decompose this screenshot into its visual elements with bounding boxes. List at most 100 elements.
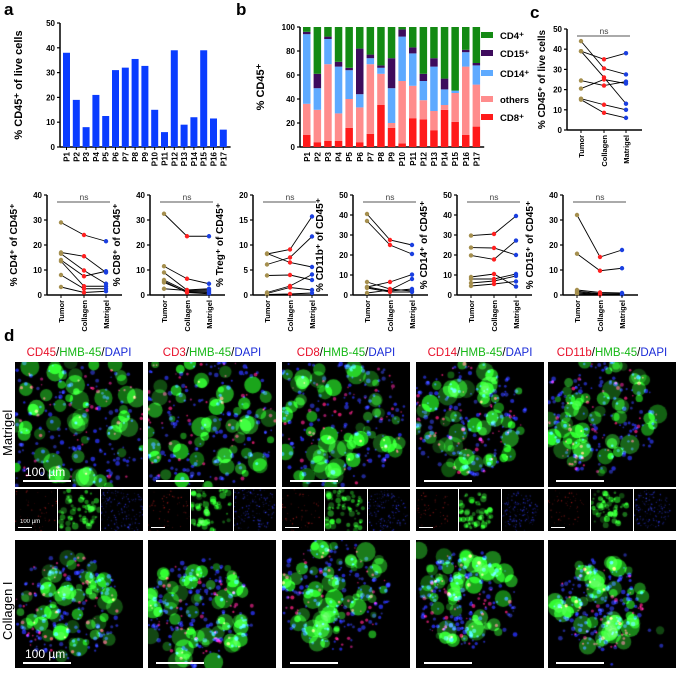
- y-tick-label: 0: [244, 291, 249, 300]
- point-tumor: [468, 245, 474, 250]
- point-matrigel: [623, 107, 629, 113]
- significance-label: ns: [183, 192, 192, 202]
- y-tick-label: 30: [136, 216, 145, 225]
- scale-bar: [424, 480, 472, 482]
- y-tick-label: 0: [141, 291, 146, 300]
- point-collagen: [287, 247, 293, 252]
- stack-segment-CD14-P16: [462, 52, 470, 67]
- point-matrigel: [623, 72, 629, 77]
- bar-P8: [131, 58, 139, 147]
- point-tumor: [364, 211, 370, 217]
- x-tick-label: P4: [92, 151, 101, 161]
- stack-segment-CD4-P9: [387, 27, 396, 59]
- point-tumor: [364, 285, 370, 291]
- point-collagen: [387, 242, 393, 248]
- stack-segment-others-P13: [430, 111, 438, 131]
- stack-segment-CD4-P11: [409, 27, 417, 48]
- legend-label-CD8: CD8⁺: [500, 113, 524, 124]
- point-tumor: [578, 97, 584, 102]
- stack-segment-CD14-P13: [430, 66, 438, 111]
- x-tick-label: P7: [121, 151, 130, 161]
- significance-label: ns: [600, 26, 609, 36]
- stack-segment-CD8-P4: [334, 141, 343, 147]
- point-tumor: [58, 284, 64, 290]
- point-tumor: [574, 251, 580, 256]
- y-tick-label: 10: [443, 271, 452, 280]
- x-tick-label: Tumor: [573, 300, 582, 323]
- y-tick-label: 10: [549, 266, 558, 275]
- point-tumor: [578, 49, 584, 54]
- stack-segment-CD15-P6: [356, 48, 364, 95]
- point-matrigel: [309, 272, 315, 277]
- stack-segment-others-P1: [303, 103, 311, 135]
- point-tumor: [161, 286, 167, 291]
- stack-segment-others-P14: [440, 105, 449, 110]
- image-header-cd14: CD14/HMB-45/DAPI: [414, 346, 546, 360]
- stack-segment-CD14-P12: [419, 81, 428, 101]
- point-tumor: [264, 292, 270, 297]
- stain-label: DAPI: [640, 347, 668, 359]
- scale-bar: [23, 662, 71, 664]
- stain-label: HMB-45: [594, 347, 638, 359]
- stain-label: HMB-45: [188, 347, 232, 359]
- y-tick-label: 50: [339, 191, 348, 200]
- x-tick-label: Matrigel: [205, 300, 214, 329]
- bar-P16: [210, 118, 217, 147]
- stack-segment-CD15-P12: [419, 73, 428, 81]
- scale-bar: [18, 527, 32, 528]
- x-tick-label: P16: [462, 151, 471, 166]
- significance-label: ns: [286, 192, 295, 202]
- x-tick-label: P3: [82, 151, 91, 161]
- stain-label: HMB-45: [322, 347, 366, 359]
- y-axis-label: % CD45⁺: [255, 63, 267, 110]
- stack-segment-CD4-P14: [440, 27, 449, 79]
- x-tick-label: P17: [472, 151, 481, 166]
- point-collagen: [601, 102, 607, 107]
- x-tick-label: P6: [112, 151, 121, 161]
- stack-segment-CD15-P1: [303, 31, 311, 35]
- point-collagen: [601, 110, 607, 116]
- y-tick-label: 50: [553, 25, 562, 34]
- y-axis-label: % CD45⁺ of live cells: [537, 29, 548, 129]
- x-tick-label: P15: [200, 151, 209, 166]
- x-tick-label: P10: [151, 151, 160, 166]
- x-tick-label: P12: [170, 151, 179, 166]
- micrograph-inset-b: [234, 489, 276, 531]
- y-tick-label: 0: [344, 291, 349, 300]
- point-matrigel: [623, 51, 629, 56]
- point-tumor: [364, 279, 370, 285]
- stain-label: /: [101, 347, 105, 359]
- point-matrigel: [309, 214, 315, 219]
- stack-segment-others-P7: [366, 64, 375, 134]
- scale-bar: [290, 480, 338, 482]
- stack-segment-CD8-P12: [419, 119, 428, 147]
- micrograph-inset-b: [634, 489, 676, 531]
- micrograph-inset-r: [282, 489, 324, 531]
- x-tick-label: Matrigel: [512, 300, 521, 329]
- point-matrigel: [619, 266, 625, 271]
- point-collagen: [601, 77, 607, 82]
- micrograph-matrigel-1: [148, 362, 276, 487]
- y-axis-label: % Treg⁺ of CD45⁺: [215, 203, 226, 287]
- point-tumor: [161, 280, 167, 285]
- image-header-cd8: CD8/HMB-45/DAPI: [280, 346, 412, 360]
- bar-P11: [161, 132, 168, 147]
- image-header-cd45: CD45/HMB-45/DAPI: [13, 346, 145, 360]
- point-collagen: [491, 257, 497, 262]
- y-tick-label: 30: [46, 69, 55, 78]
- point-collagen: [81, 274, 87, 279]
- stack-segment-CD14-P9: [387, 88, 396, 123]
- stack-segment-CD8-P14: [440, 109, 449, 147]
- x-tick-label: P9: [141, 151, 150, 161]
- y-tick-label: 10: [339, 271, 348, 280]
- y-tick-label: 40: [136, 191, 145, 200]
- x-tick-label: P4: [335, 151, 344, 161]
- x-tick-label: P2: [72, 151, 81, 161]
- micrograph-inset-g: [459, 489, 501, 531]
- micrograph-matrigel-2: [282, 362, 410, 487]
- stain-label: CD8: [296, 347, 320, 359]
- stain-label: DAPI: [505, 347, 533, 359]
- x-tick-label: P13: [430, 151, 439, 166]
- panel-label-a: a: [4, 0, 14, 19]
- y-tick-label: 30: [553, 65, 562, 74]
